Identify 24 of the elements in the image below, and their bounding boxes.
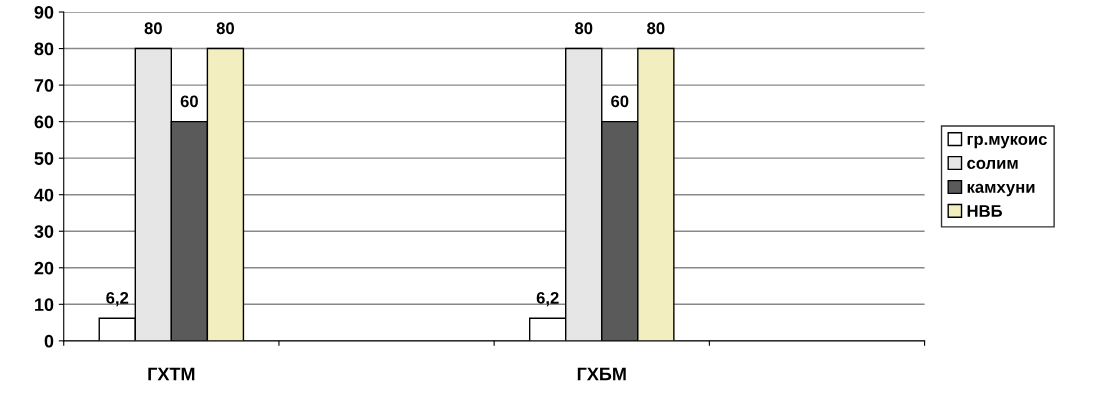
legend-label: гр.мукоис (967, 135, 1047, 149)
y-tick-label: 90 (34, 5, 54, 19)
data-label: 6,2 (536, 291, 559, 307)
x-tick-label: ГХТМ (148, 367, 195, 381)
y-tick-label: 50 (34, 152, 54, 165)
data-label: 60 (180, 95, 198, 108)
data-label: 80 (216, 22, 234, 35)
y-tick-label: 40 (34, 188, 54, 202)
y-tick-label: 20 (34, 261, 54, 275)
y-tick-label: 0 (44, 334, 54, 348)
data-label: 80 (144, 22, 162, 35)
legend-label: солим (967, 159, 1018, 169)
y-tick-label: 30 (34, 225, 54, 238)
y-tick-label: 60 (34, 115, 54, 129)
data-label: 80 (575, 22, 593, 35)
legend-label: камхуни (967, 183, 1035, 197)
data-label: 6,2 (106, 291, 129, 307)
data-label: 60 (611, 95, 629, 108)
x-tick-label: ГХБМ (577, 367, 626, 381)
y-tick-label: 70 (34, 79, 54, 92)
y-tick-label: 80 (34, 42, 54, 56)
data-label: 80 (647, 22, 665, 35)
y-tick-label: 10 (35, 298, 54, 312)
legend-label: НВБ (967, 205, 1002, 217)
